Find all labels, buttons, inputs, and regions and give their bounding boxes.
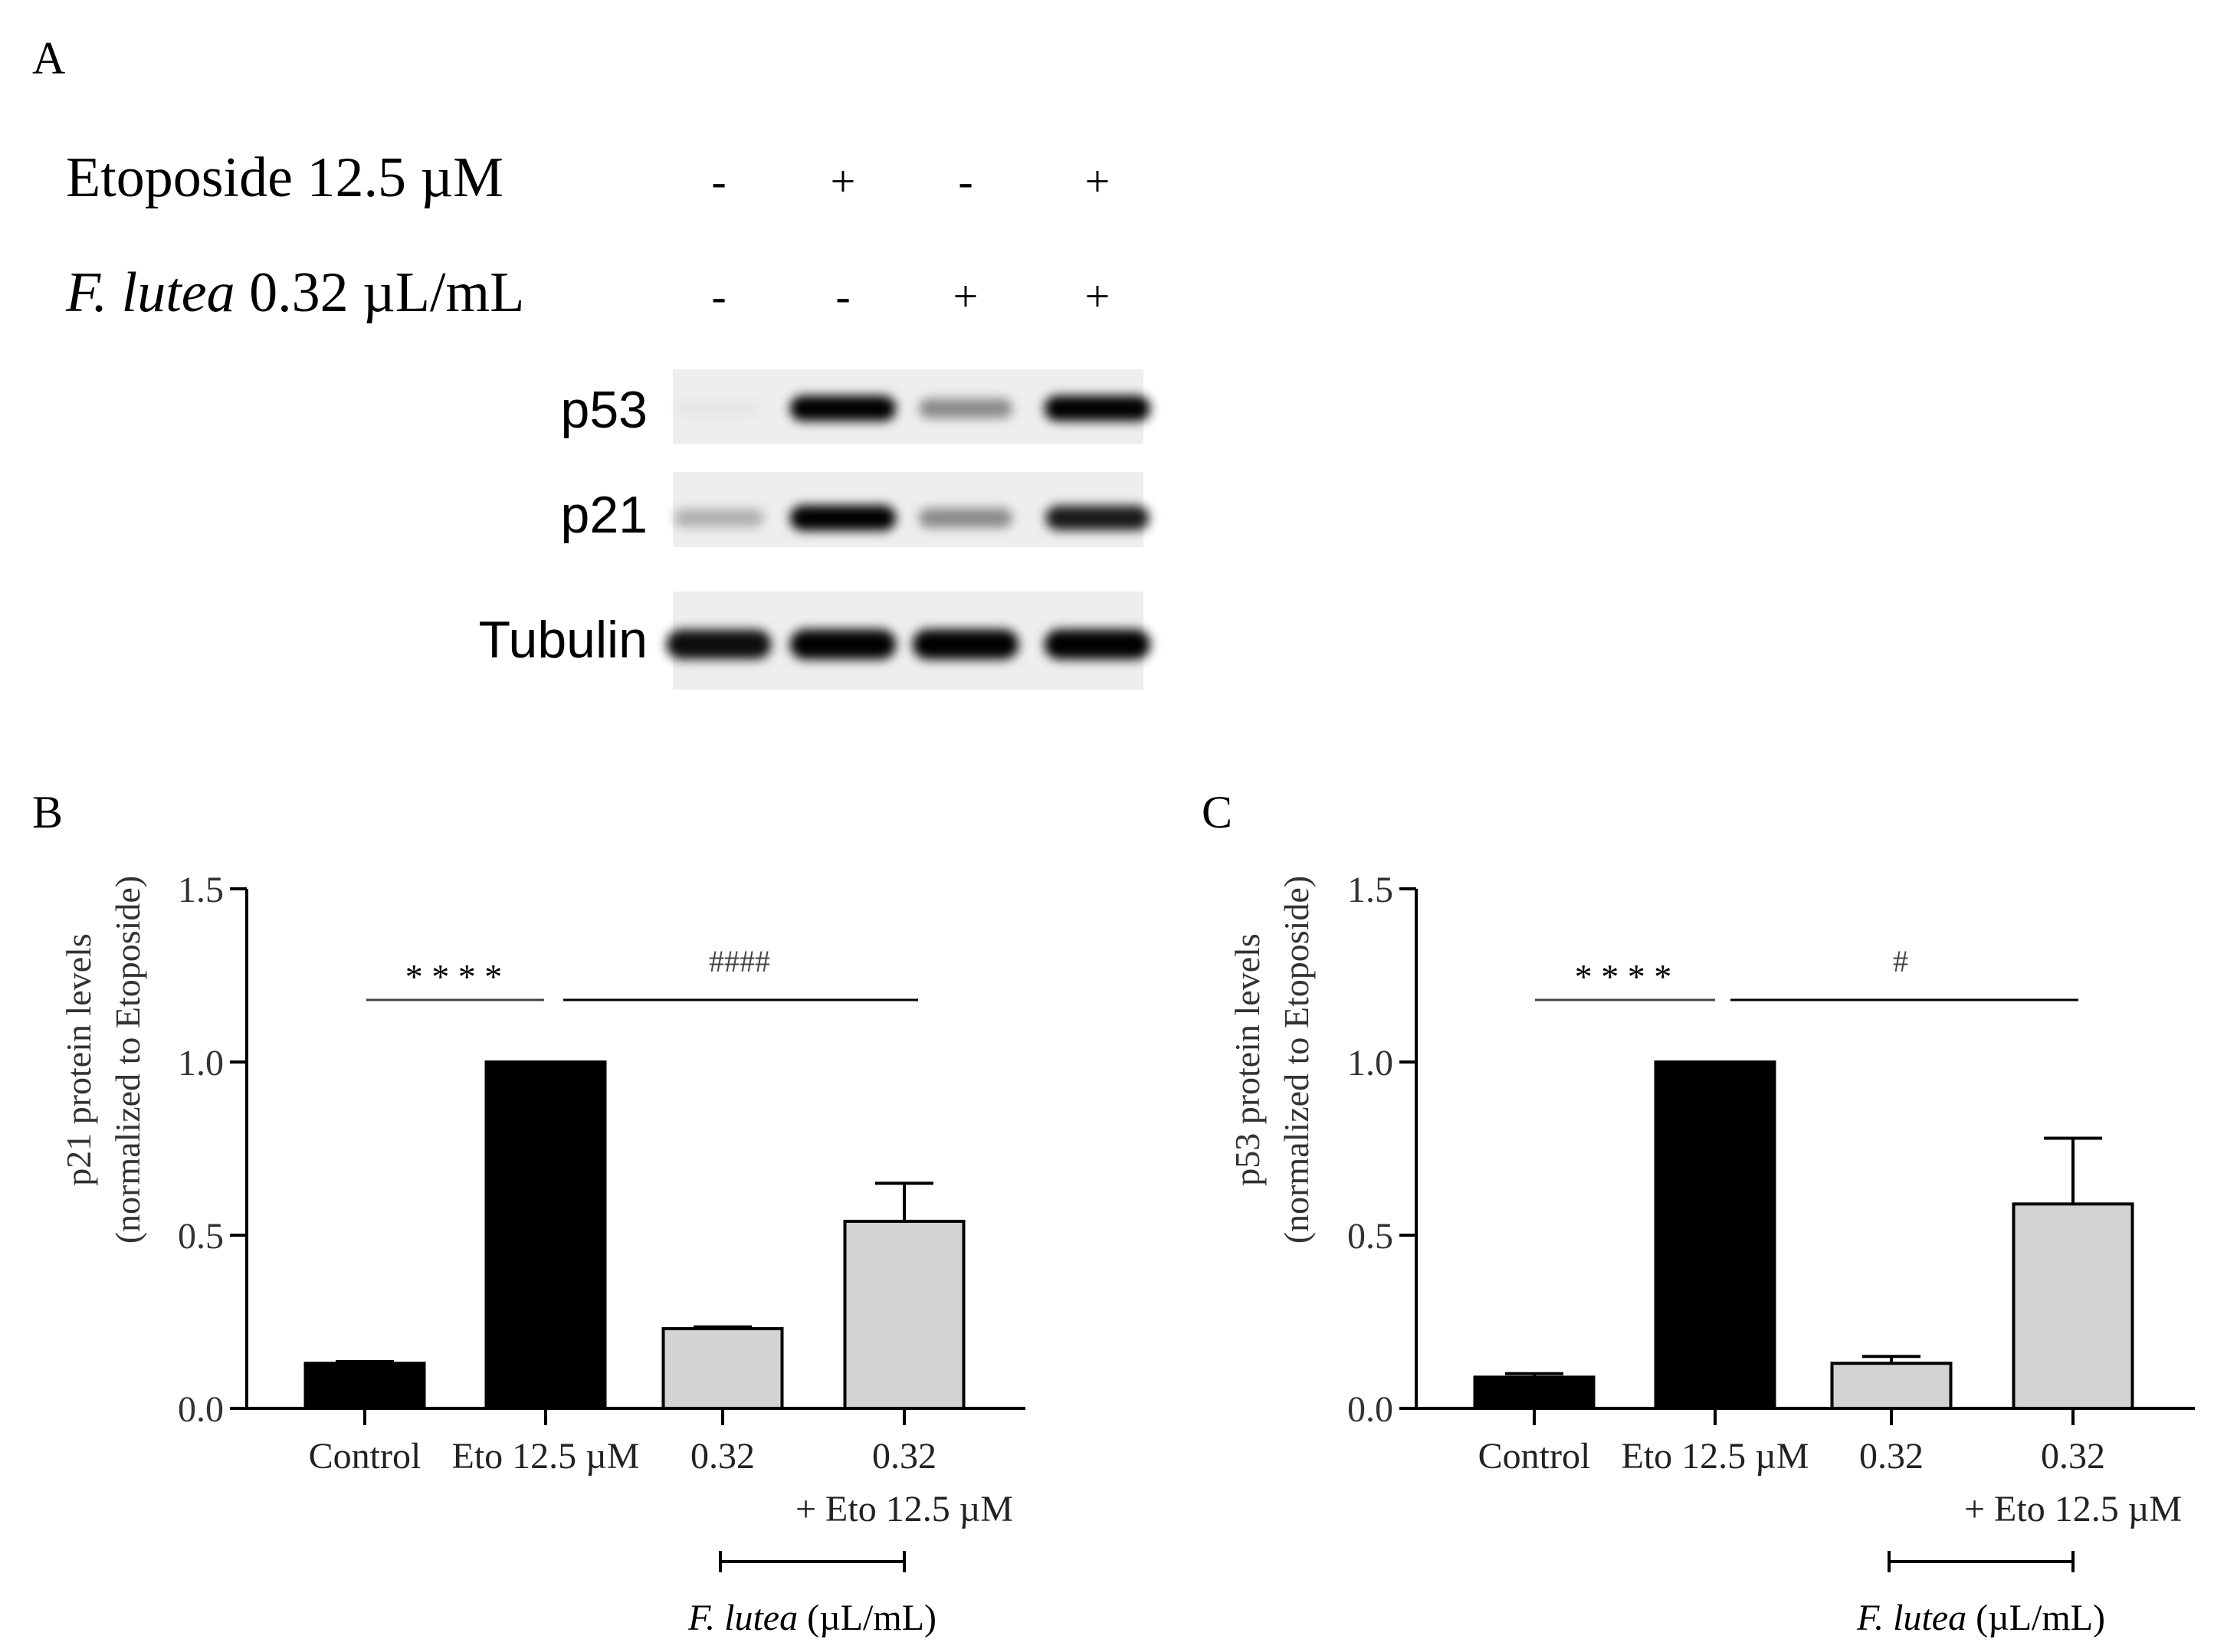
- band-p53-lane1: [677, 401, 762, 417]
- blot-p53-label: p53: [561, 381, 648, 439]
- panel-b-x-tick-label-3: 0.32: [690, 1436, 755, 1477]
- sign-row2-lane3: +: [953, 271, 979, 321]
- panel-c-bar-2: [1654, 1060, 1776, 1410]
- sign-row2-lane4: +: [1085, 271, 1110, 321]
- sign-row2-lane2: -: [835, 271, 850, 321]
- sign-row1-lane3: -: [958, 156, 973, 206]
- panel-c-y-tick-label-3: 1.0: [1347, 1043, 1393, 1083]
- panel-c-bar-1: [1473, 1375, 1596, 1410]
- panel-c-y-tick-label-2: 0.5: [1347, 1216, 1393, 1257]
- blot-tubulin: Tubulin: [478, 592, 1151, 690]
- band-p21-lane1: [674, 509, 764, 527]
- panel-c-ylabel-sub: (normalized to Etoposide): [1277, 876, 1316, 1244]
- panel-b-x-tick-label-1: Control: [309, 1436, 421, 1477]
- panel-c-letter: C: [1202, 787, 1232, 837]
- panel-c-x-tick-label-4: 0.32: [2041, 1436, 2105, 1477]
- sign-row2-lane1: -: [711, 271, 726, 321]
- panel-b-x-tick-sublabel-4: + Eto 12.5 µM: [795, 1489, 1013, 1529]
- panel-b-y-tick-label-3: 1.0: [178, 1043, 224, 1083]
- flutea-condition-label: F. lutea 0.32 µL/mL: [65, 261, 524, 324]
- panel-b-y-tick-label-1: 0.0: [178, 1389, 224, 1430]
- panel-c-ylabel: p53 protein levels: [1228, 933, 1267, 1186]
- sign-row1-lane1: -: [711, 156, 726, 206]
- panel-c-x-tick-label-1: Control: [1478, 1436, 1591, 1477]
- panel-b-bar-3: [661, 1327, 784, 1411]
- band-p21-lane4: [1045, 506, 1150, 530]
- panel-b-x-tick-label-2: Eto 12.5 µM: [452, 1436, 640, 1477]
- panel-b-ylabel-sub: (normalized to Etoposide): [108, 876, 147, 1244]
- panel-b-chart: B p21 protein levels (normalized to Etop…: [32, 787, 1025, 1638]
- panel-a-letter: A: [32, 33, 65, 84]
- band-tubulin-lane4: [1044, 629, 1151, 660]
- blot-p21: p21: [561, 472, 1150, 547]
- panel-c-plot-marks: 0.0 0.5 1.0 1.5 Control Eto 12.5 µM 0.32 0.32 + …: [1347, 870, 2195, 1572]
- panel-c-sig-left: * * * *: [1575, 957, 1672, 996]
- panel-b-bar-1: [303, 1362, 426, 1410]
- blot-p53: p53: [561, 369, 1151, 444]
- panel-b-group-label: F. lutea (µL/mL): [687, 1598, 936, 1638]
- panel-b-plot-marks: 0.0 0.5 1.0 1.5 Control Eto 12.5 µM 0.32 0.32 + …: [178, 870, 1025, 1572]
- panel-c-sig-right: #: [1893, 944, 1908, 978]
- band-tubulin-lane1: [666, 629, 772, 660]
- band-p21-lane3: [919, 508, 1012, 528]
- panel-b-sig-right: ####: [709, 944, 770, 978]
- panel-c-group-label: F. lutea (µL/mL): [1856, 1598, 2105, 1638]
- panel-c-bar-4: [2012, 1202, 2134, 1410]
- panel-c-x-tick-sublabel-4: + Eto 12.5 µM: [1964, 1489, 2182, 1529]
- panel-b-ylabel: p21 protein levels: [59, 933, 98, 1186]
- panel-a: A Etoposide 12.5 µM F. lutea 0.32 µL/mL …: [32, 33, 1151, 690]
- panel-b-y-tick-label-4: 1.5: [178, 870, 224, 910]
- band-tubulin-lane3: [912, 629, 1019, 660]
- band-p21-lane2: [789, 505, 897, 531]
- blot-tubulin-label: Tubulin: [478, 611, 648, 669]
- flutea-signs: - - + +: [711, 271, 1110, 321]
- band-p53-lane3: [919, 398, 1012, 418]
- panel-c-y-tick-label-4: 1.5: [1347, 870, 1393, 910]
- panel-c-bar-3: [1830, 1362, 1953, 1410]
- panel-b-x-tick-label-4: 0.32: [872, 1436, 936, 1477]
- panel-b-bar-2: [484, 1060, 607, 1410]
- sign-row1-lane4: +: [1085, 156, 1110, 206]
- band-tubulin-lane2: [789, 629, 897, 660]
- panel-b-letter: B: [32, 787, 63, 837]
- blot-p21-label: p21: [561, 486, 648, 544]
- band-p53-lane4: [1044, 395, 1151, 421]
- panel-c-chart: C p53 protein levels (normalized to Etop…: [1202, 787, 2195, 1638]
- sign-row1-lane2: +: [831, 156, 856, 206]
- panel-b-sig-left: * * * *: [405, 957, 503, 996]
- etoposide-signs: - + - +: [711, 156, 1110, 206]
- panel-b-y-tick-label-2: 0.5: [178, 1216, 224, 1257]
- panel-c-x-tick-label-3: 0.32: [1859, 1436, 1924, 1477]
- panel-c-y-tick-label-1: 0.0: [1347, 1389, 1393, 1430]
- etoposide-condition-label: Etoposide 12.5 µM: [66, 146, 503, 209]
- panel-c-x-tick-label-2: Eto 12.5 µM: [1622, 1436, 1809, 1477]
- panel-b-bar-4: [843, 1219, 966, 1411]
- band-p53-lane2: [789, 395, 897, 421]
